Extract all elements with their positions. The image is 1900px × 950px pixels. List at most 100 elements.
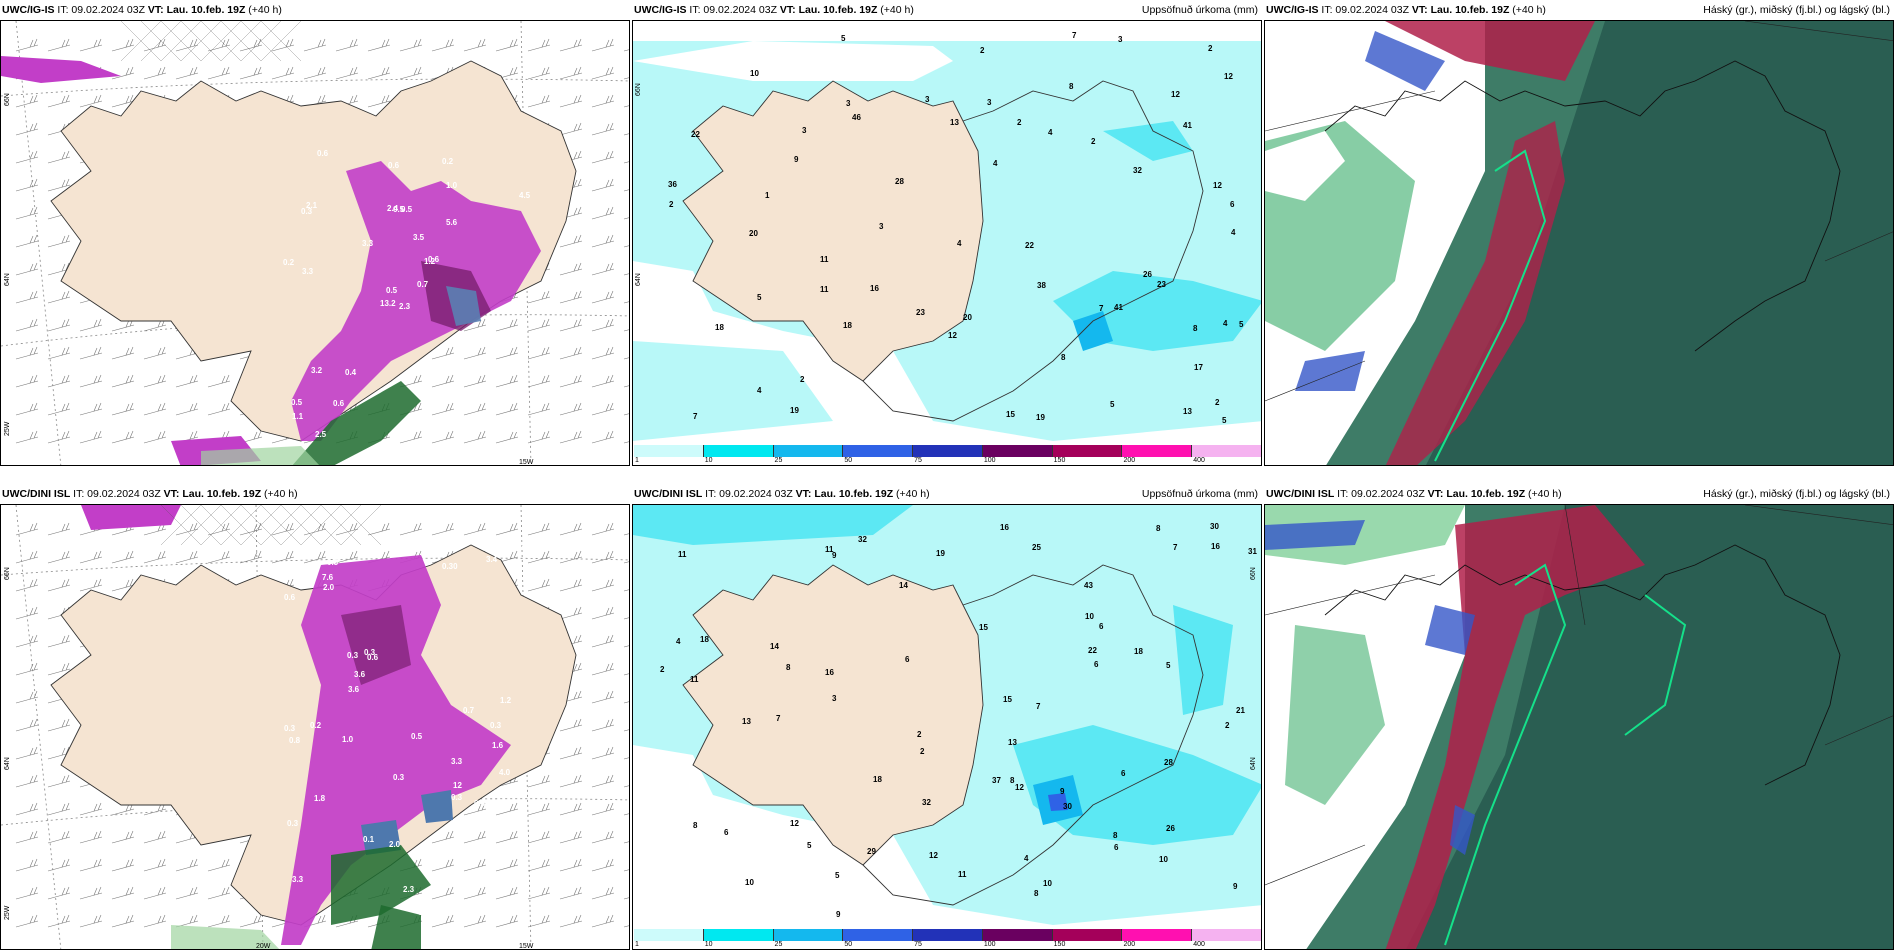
value-label: 9 [794, 155, 799, 164]
colorbar-swatch [703, 445, 774, 457]
panel-precip-ig: UWC/IG-IS IT: 09.02.2024 03Z VT: Lau. 10… [632, 0, 1262, 466]
value-label: 2 [980, 46, 985, 55]
value-label: 3 [987, 98, 992, 107]
value-label: 6 [1230, 200, 1235, 209]
value-label: 13 [1008, 738, 1017, 747]
value-label: 1.0 [342, 735, 354, 744]
value-label: 4 [993, 159, 998, 168]
value-label: 10 [745, 878, 754, 887]
value-label: 32 [858, 535, 867, 544]
colorbar-tick-label: 10 [704, 457, 713, 464]
value-label: 3 [925, 95, 930, 104]
value-label: 5 [835, 871, 840, 880]
valid-time-label: VT: [147, 4, 164, 16]
value-label: 11 [690, 675, 699, 684]
value-label: 20 [749, 229, 758, 238]
precip-title: Uppsöfnuð úrkoma (mm) [1141, 4, 1258, 16]
value-label: 5 [1110, 400, 1115, 409]
value-label: 3.3 [302, 267, 314, 276]
value-label: 3.5 [413, 233, 425, 242]
value-label: 26 [1166, 824, 1175, 833]
value-label: 5 [757, 293, 762, 302]
value-label: 11 [678, 550, 687, 559]
colorbar-tick-label: 1 [635, 457, 639, 464]
value-label: 0.9 [499, 875, 511, 884]
value-label: 5 [1222, 416, 1227, 425]
value-label: 6 [1099, 622, 1104, 631]
value-label: 0.8 [289, 736, 301, 745]
value-label: 15 [979, 623, 988, 632]
cloud-map [1264, 20, 1894, 466]
value-label: 0.7 [463, 706, 475, 715]
value-label: 30 [1210, 522, 1219, 531]
value-label: 9 [1233, 882, 1238, 891]
value-label: 14 [770, 642, 779, 651]
value-label: 6 [905, 655, 910, 664]
lat-label-66n: 66N [4, 93, 11, 106]
lat-label-64n: 64N [1250, 757, 1257, 770]
value-label: 13.2 [380, 299, 396, 308]
panel-header: UWC/IG-IS IT: 09.02.2024 03Z VT: Lau. 10… [0, 0, 630, 20]
value-label: 13 [1183, 407, 1192, 416]
lat-label-66n: 66N [1250, 567, 1257, 580]
value-label: 0.3 [301, 207, 313, 216]
colorbar-swatch [1122, 929, 1193, 941]
lon-label-15w: 15W [519, 459, 534, 466]
value-label: 10 [750, 69, 759, 78]
value-label: 9 [836, 910, 841, 919]
value-label: 8 [693, 821, 698, 830]
value-label: 2 [917, 730, 922, 739]
value-label: 4 [957, 239, 962, 248]
panel-precip-type-ig: UWC/IG-IS IT: 09.02.2024 03Z VT: Lau. 10… [0, 0, 630, 466]
model-name: UWC/DINI ISL [1266, 488, 1335, 500]
valid-time: Lau. 10.feb. 19Z [798, 4, 878, 16]
colorbar-swatch [1192, 929, 1261, 941]
value-label: 29 [867, 847, 876, 856]
map-graphic: 1091214184232564286811765812567678111430… [633, 505, 1261, 949]
value-label: 3 [1118, 35, 1123, 44]
lon-label-15w: 15W [519, 943, 534, 950]
colorbar-tick-label: 25 [774, 941, 783, 948]
value-label: 22 [691, 130, 700, 139]
lead-time: (+40 h) [896, 488, 930, 500]
precip-type-map: 66N 64N 25W 20W 15W 3.3 1.6 3.3 0.5 0.6 0.4 0.… [0, 504, 630, 950]
value-label: 6 [1114, 843, 1119, 852]
colorbar-swatch [843, 445, 914, 457]
value-label: 3 [802, 126, 807, 135]
value-label: 18 [700, 635, 709, 644]
value-label: 14 [899, 581, 908, 590]
value-label: 0.3 [287, 819, 299, 828]
value-label: 12 [1213, 181, 1222, 190]
value-label: 8 [786, 663, 791, 672]
map-graphic: 66N 64N 25W 15W 2.30.30.50.51.20.40.20.5… [1, 21, 629, 466]
value-label: 10 [1159, 855, 1168, 864]
value-label: 7 [1173, 543, 1178, 552]
value-label: 0.5 [393, 205, 405, 214]
init-time: IT: 09.02.2024 03Z [689, 4, 777, 16]
value-label: 41 [1183, 121, 1192, 130]
panel-cloud-dini: UWC/DINI ISL IT: 09.02.2024 03Z VT: Lau.… [1264, 484, 1894, 950]
value-label: 30 [1063, 802, 1072, 811]
value-label: 8 [1113, 831, 1118, 840]
colorbar-tick-label: 200 [1123, 457, 1136, 464]
value-label: 5 [807, 841, 812, 850]
colorbar-tick-label: 400 [1193, 941, 1205, 948]
value-label: 0.6 [317, 149, 329, 158]
panel-header: UWC/DINI ISL IT: 09.02.2024 03Z VT: Lau.… [0, 484, 630, 504]
colorbar-tick-label: 50 [844, 941, 853, 948]
value-label: 0.6 [284, 593, 296, 602]
value-label: 12 [453, 781, 462, 790]
colorbar-swatch [913, 445, 983, 457]
panel-precip-type-dini: UWC/DINI ISL IT: 09.02.2024 03Z VT: Lau.… [0, 484, 630, 950]
value-label: 10 [1043, 879, 1052, 888]
value-label: 4 [1231, 228, 1236, 237]
value-label: 18 [873, 775, 882, 784]
panel-header: UWC/DINI ISL IT: 09.02.2024 03Z VT: Lau.… [632, 484, 1262, 504]
colorbar-tick-label: 400 [1193, 457, 1205, 464]
value-label: 5 [1166, 661, 1171, 670]
value-label: 0.6 [333, 399, 345, 408]
colorbar-swatch [1192, 445, 1261, 457]
value-label: 19 [936, 549, 945, 558]
colorbar-tick-label: 25 [774, 457, 783, 464]
value-label: 0.3 [364, 648, 376, 657]
